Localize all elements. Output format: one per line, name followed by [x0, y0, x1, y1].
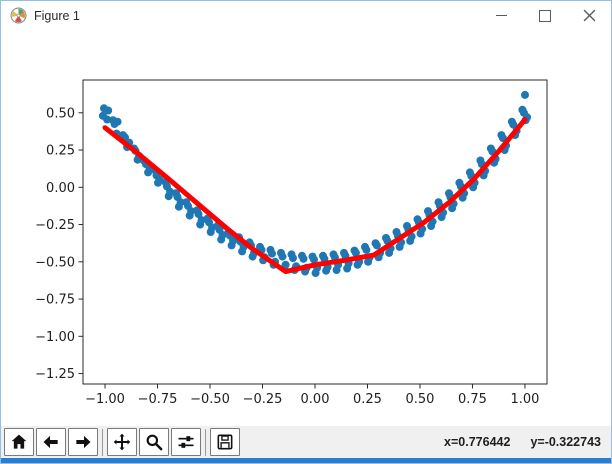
window-bottom-edge	[1, 458, 611, 463]
move-cross-icon	[113, 433, 131, 451]
scatter-point	[113, 117, 122, 126]
scatter-point	[98, 111, 107, 120]
scatter-point	[218, 231, 227, 239]
configure-subplots-button[interactable]	[171, 428, 201, 456]
x-tick-label: −0.50	[190, 392, 230, 407]
toolbar-separator	[102, 428, 103, 456]
back-button[interactable]	[36, 428, 66, 456]
scatter-point	[278, 252, 287, 261]
scatter-point	[299, 254, 308, 263]
cursor-x-readout: x=0.776442	[444, 435, 511, 449]
scatter-point	[268, 249, 276, 258]
scatter-point	[310, 255, 318, 264]
scatter-point	[509, 120, 518, 129]
y-tick-label: −0.75	[35, 293, 75, 308]
x-tick-label: 0.00	[301, 392, 330, 407]
x-tick-label: 0.25	[353, 392, 382, 407]
toolbar-separator	[205, 428, 206, 456]
magnifier-icon	[146, 434, 163, 451]
x-tick-label: −0.25	[243, 392, 283, 407]
zoom-button[interactable]	[139, 428, 169, 456]
forward-button[interactable]	[68, 428, 98, 456]
window-title: Figure 1	[34, 8, 80, 23]
x-tick-label: 0.75	[458, 392, 487, 407]
home-icon	[11, 434, 27, 449]
close-button[interactable]	[567, 1, 611, 30]
scatter-point	[104, 106, 113, 115]
minimize-icon	[495, 15, 507, 16]
pan-button[interactable]	[107, 428, 137, 456]
scatter-point	[521, 90, 529, 99]
scatter-point	[362, 245, 371, 254]
window-controls	[479, 1, 611, 30]
y-tick-label: 0.25	[46, 144, 75, 159]
y-tick-label: −1.00	[35, 330, 75, 345]
maximize-button[interactable]	[523, 1, 567, 30]
status-bar: x=0.776442 y=-0.322743	[444, 426, 601, 458]
y-tick-label: −0.25	[35, 218, 75, 233]
minimize-button[interactable]	[479, 1, 523, 30]
x-tick-label: −1.00	[85, 392, 125, 407]
fit-line	[102, 117, 528, 274]
save-button[interactable]	[210, 428, 240, 456]
cursor-y-readout: y=-0.322743	[530, 435, 601, 449]
sliders-icon	[178, 436, 194, 448]
scatter-point	[187, 207, 196, 216]
maximize-icon	[539, 9, 551, 22]
scatter-point	[351, 248, 360, 257]
scatter-point	[176, 198, 185, 207]
close-icon	[583, 9, 595, 22]
x-tick-label: 0.50	[406, 392, 435, 407]
scatter-point	[229, 236, 238, 245]
y-tick-label: 0.50	[46, 106, 75, 121]
scatter-point	[281, 260, 290, 269]
arrow-right-icon	[76, 435, 91, 449]
scatter-point	[194, 210, 203, 219]
plot-svg: −1.00 −0.75 −0.50 −0.25 0.00 0.25 0.50 0.75 1.00…	[35, 79, 548, 407]
home-button[interactable]	[4, 428, 34, 456]
x-tick-label: −0.75	[138, 392, 178, 407]
arrow-left-icon	[43, 435, 58, 449]
axes-spines	[82, 79, 548, 385]
scatter-point	[289, 254, 297, 263]
navigation-toolbar	[1, 426, 611, 458]
matplotlib-logo-icon	[10, 7, 27, 24]
floppy-disk-icon	[217, 434, 233, 450]
x-tick-label: 1.00	[510, 392, 539, 407]
scatter-series	[98, 90, 532, 277]
title-bar[interactable]: Figure 1	[1, 1, 611, 30]
y-tick-label: −0.50	[35, 255, 75, 270]
figure-canvas[interactable]: −1.00 −0.75 −0.50 −0.25 0.00 0.25 0.50 0.75 1.00…	[1, 30, 611, 427]
scatter-point	[372, 241, 381, 250]
y-tick-label: −1.25	[35, 367, 75, 382]
y-tick-label: 0.00	[46, 181, 75, 196]
